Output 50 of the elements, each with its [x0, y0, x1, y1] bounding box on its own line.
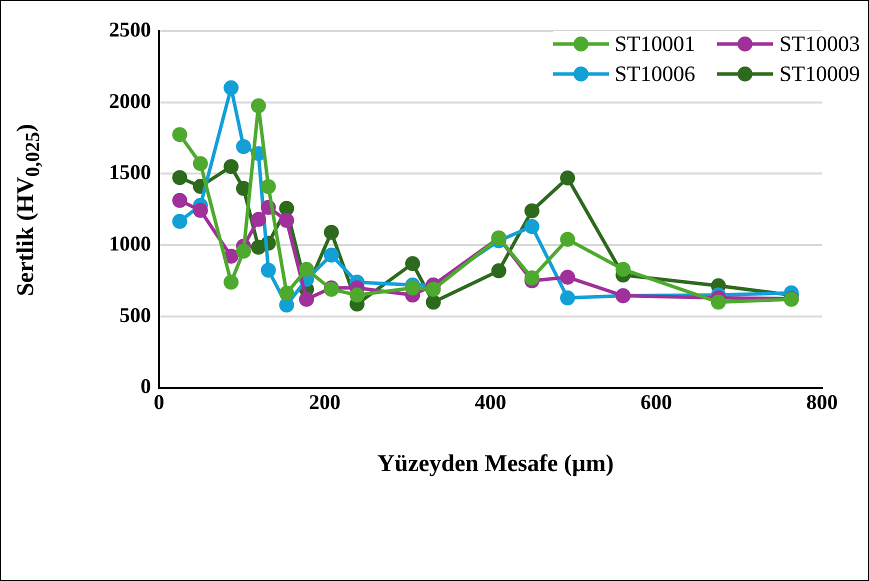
y-tick-label: 500 — [120, 302, 151, 327]
point — [350, 288, 365, 303]
point — [710, 294, 726, 310]
point — [172, 170, 188, 186]
point — [560, 232, 576, 247]
point — [426, 294, 441, 310]
point — [560, 270, 576, 285]
y-tick-label: 1000 — [109, 232, 151, 256]
legend-label: ST10006 — [614, 61, 696, 87]
point — [172, 127, 188, 142]
legend-label: ST10003 — [779, 31, 860, 57]
x-tick-label: 600 — [640, 390, 672, 414]
point — [192, 202, 208, 218]
legend-label: ST10001 — [614, 31, 696, 57]
point — [279, 212, 294, 228]
point — [560, 290, 576, 306]
point — [324, 224, 339, 240]
point — [260, 179, 276, 194]
legend-label: ST10009 — [779, 61, 860, 87]
point — [172, 214, 188, 229]
point — [426, 282, 441, 297]
point — [236, 139, 252, 154]
point — [524, 270, 540, 286]
point — [224, 159, 239, 174]
point — [616, 262, 631, 277]
y-tick-label: 1500 — [109, 160, 151, 184]
x-axis-title: Yüzeyden Mesafe (µm) — [376, 451, 615, 478]
point — [236, 244, 252, 259]
point — [524, 203, 540, 218]
point — [250, 212, 266, 227]
point — [279, 286, 294, 301]
y-tick-label: 2000 — [109, 88, 151, 113]
point — [224, 80, 239, 96]
point — [491, 263, 506, 278]
point — [172, 192, 188, 208]
point — [299, 292, 314, 307]
x-tick-label: 200 — [309, 390, 340, 414]
y-tick-label: 0 — [140, 374, 151, 398]
point — [250, 98, 266, 114]
point — [560, 170, 576, 186]
y-tick-label: 2500 — [109, 17, 151, 42]
point — [405, 256, 420, 272]
point — [260, 262, 276, 278]
point — [324, 248, 339, 263]
x-tick-label: 800 — [806, 390, 838, 414]
point — [192, 156, 208, 172]
point — [299, 262, 314, 277]
point — [524, 219, 540, 234]
x-tick-label: 400 — [474, 390, 506, 414]
point — [224, 274, 239, 290]
